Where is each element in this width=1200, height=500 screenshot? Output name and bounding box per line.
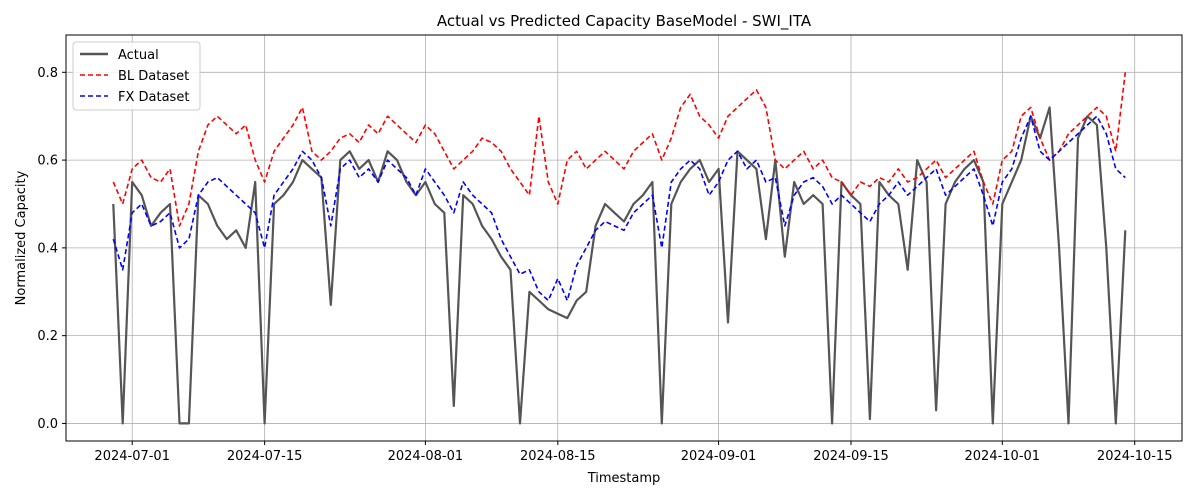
x-axis-label: Timestamp — [587, 471, 661, 486]
plot-frame — [65, 34, 1183, 442]
legend: Actual BL Dataset FX Dataset — [72, 41, 201, 111]
chart-title: Actual vs Predicted Capacity BaseModel -… — [437, 12, 812, 31]
y-tick-label: 0.2 — [37, 329, 58, 344]
x-tick-label: 2024-07-01 — [94, 449, 170, 464]
legend-label-fx: FX Dataset — [118, 90, 189, 105]
legend-box — [72, 41, 201, 111]
x-tick-label: 2024-08-01 — [388, 449, 464, 464]
y-tick-label: 0.0 — [37, 417, 58, 432]
x-tick-label: 2024-09-01 — [681, 449, 757, 464]
grid — [66, 35, 1182, 441]
x-tick-label: 2024-10-15 — [1097, 449, 1173, 464]
x-tick-label: 2024-10-01 — [965, 449, 1041, 464]
x-tick-label: 2024-07-15 — [227, 449, 303, 464]
x-tick-label: 2024-08-15 — [520, 449, 596, 464]
x-tick-label: 2024-09-15 — [813, 449, 889, 464]
series-layer — [112, 72, 1127, 425]
y-tick-label: 0.6 — [37, 154, 58, 169]
series-line-actual — [112, 106, 1127, 425]
y-axis-label: Normalized Capacity — [14, 170, 29, 305]
y-tick-label: 0.8 — [37, 66, 58, 81]
series-line-fx-dataset — [112, 115, 1126, 302]
legend-label-actual: Actual — [118, 48, 159, 63]
series-line-bl-dataset — [112, 72, 1127, 227]
ticks: 2024-07-01 2024-07-15 2024-08-01 2024-08-15… — [37, 66, 1172, 464]
y-tick-label: 0.4 — [37, 241, 58, 256]
legend-label-bl: BL Dataset — [118, 69, 189, 84]
